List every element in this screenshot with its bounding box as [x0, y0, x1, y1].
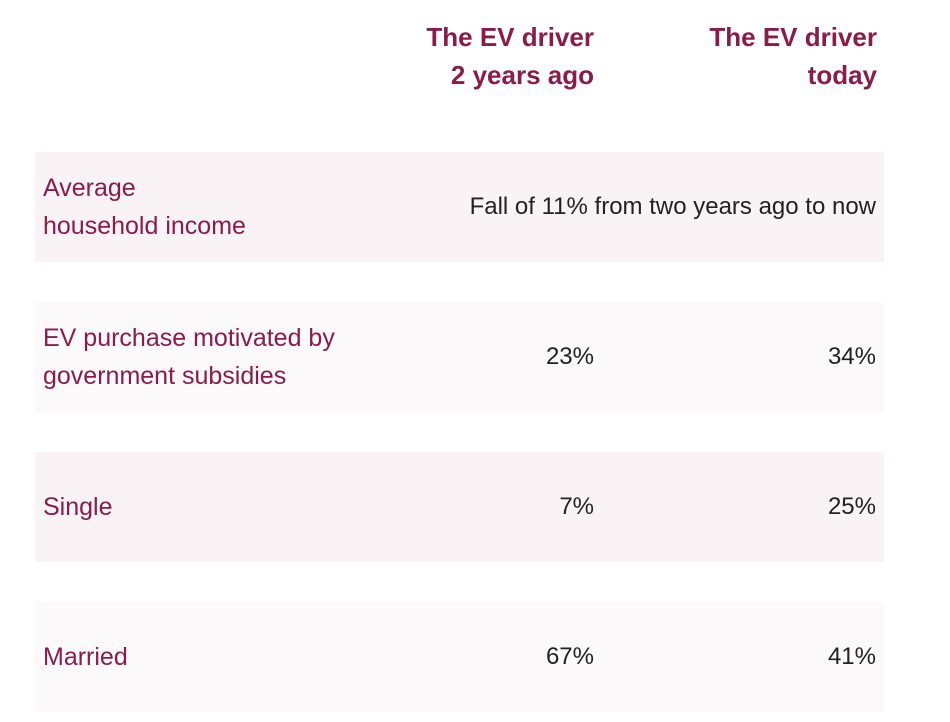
value-cell-2-years-ago: 67% — [545, 643, 594, 670]
row-label: Married — [43, 602, 383, 712]
row-label: Average household income — [43, 152, 383, 262]
table-row-single: Single 7% 25% — [35, 452, 884, 562]
column-header-line: 2 years ago — [450, 60, 594, 90]
row-label-text: EV purchase motivated by government subs… — [43, 324, 335, 390]
value-cell-today: 25% — [827, 493, 876, 520]
value-cell-today: 41% — [827, 643, 876, 670]
table-row-married: Married 67% 41% — [35, 602, 884, 712]
row-label: Single — [43, 452, 383, 562]
row-label-text: Single — [43, 493, 113, 521]
table-row-average-household-income: Average household income Fall of 11% fro… — [35, 152, 884, 262]
value-cell-today: 34% — [827, 343, 876, 370]
column-header-today: The EV driver today — [617, 18, 877, 94]
row-label: EV purchase motivated by government subs… — [43, 302, 383, 412]
merged-value-cell: Fall of 11% from two years ago to now — [469, 193, 876, 220]
row-label-text: Average household income — [43, 174, 246, 240]
column-header-line: The EV driver — [709, 22, 877, 52]
column-header-2-years-ago: The EV driver 2 years ago — [334, 18, 594, 94]
value-cell-2-years-ago: 7% — [559, 493, 594, 520]
row-label-text: Married — [43, 643, 128, 671]
value-cell-2-years-ago: 23% — [545, 343, 594, 370]
column-header-line: The EV driver — [426, 22, 594, 52]
table-row-ev-purchase-subsidies: EV purchase motivated by government subs… — [35, 302, 884, 412]
column-header-line: today — [807, 60, 877, 90]
